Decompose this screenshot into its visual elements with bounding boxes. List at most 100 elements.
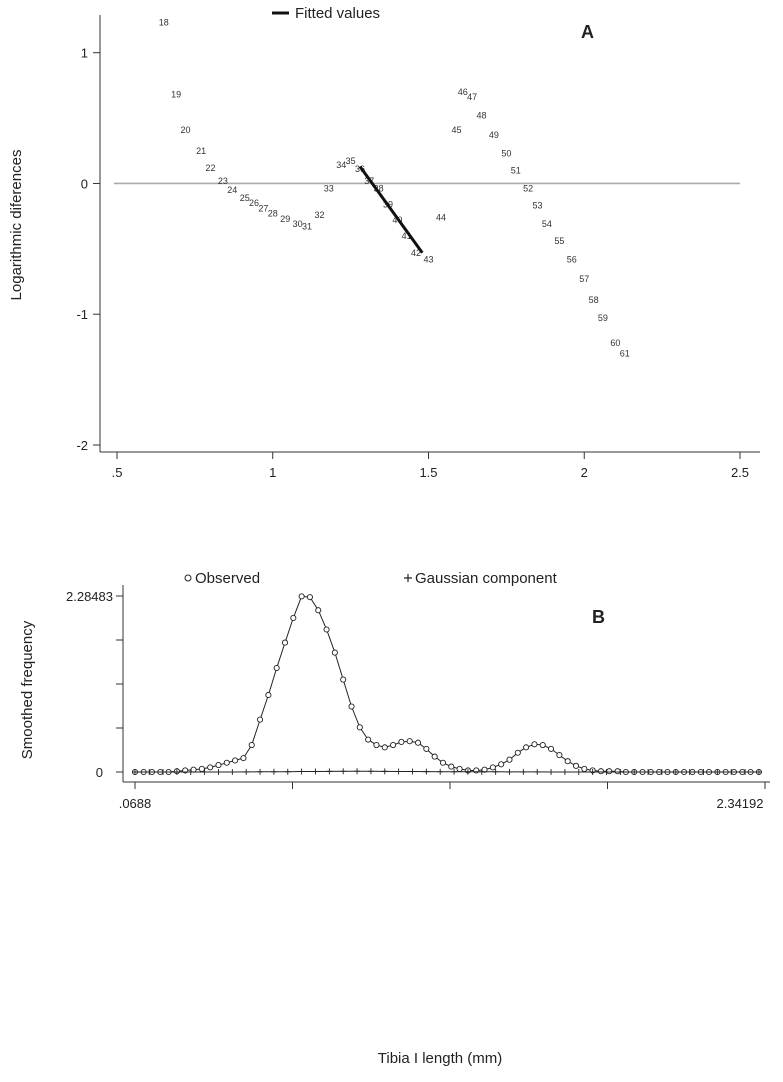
observed-point — [265, 691, 272, 699]
observed-point — [232, 757, 239, 764]
gaussian-point — [160, 769, 167, 775]
data-point-label: 33 — [324, 184, 334, 194]
data-point-label: 24 — [227, 185, 237, 195]
panel-a-y-tick-label: -2 — [76, 438, 88, 453]
observed-point — [448, 763, 455, 770]
gaussian-series-line — [135, 770, 759, 773]
gaussian-point — [381, 768, 388, 775]
panel-b-series — [131, 593, 762, 776]
data-point-label: 61 — [620, 348, 630, 358]
panel-a-y-ticks: -2 -1 0 1 — [76, 46, 100, 453]
data-point-label: 38 — [374, 184, 384, 194]
panel-a-x-tick-label: 2.5 — [731, 465, 749, 480]
gaussian-point — [270, 768, 277, 775]
panel-a-legend: Fitted values — [272, 5, 380, 22]
panel-b-plot: Observed Gaussian component B 0 2.28483 .… — [19, 570, 770, 1067]
observed-point — [198, 765, 205, 772]
observed-point — [606, 768, 613, 775]
observed-point — [373, 741, 380, 749]
panel-b-letter: B — [592, 607, 605, 627]
observed-point — [431, 753, 438, 760]
data-point-label: 34 — [336, 160, 346, 170]
gaussian-point — [686, 769, 693, 775]
observed-point — [556, 752, 563, 759]
observed-point — [331, 649, 338, 656]
panel-a-x-tick-label: 1.5 — [419, 465, 437, 480]
gaussian-point — [672, 769, 679, 775]
observed-point — [365, 736, 372, 743]
observed-point — [581, 765, 588, 772]
gaussian-point — [437, 768, 444, 775]
observed-point — [406, 738, 413, 745]
observed-point — [223, 759, 230, 766]
observed-point — [414, 739, 422, 746]
panel-b-x-tick-label: 2.34192 — [717, 796, 764, 811]
panel-b-x-tick-label: .0688 — [119, 796, 152, 811]
gaussian-point — [603, 769, 610, 775]
panel-a-x-tick-label: .5 — [112, 465, 123, 480]
gaussian-point — [755, 769, 762, 775]
data-point-label: 36 — [355, 164, 365, 174]
data-point-label: 49 — [489, 130, 499, 140]
panel-a-letter: A — [581, 22, 594, 42]
observed-point — [614, 768, 621, 775]
panel-a-plot: Fitted values A -2 -1 0 1 .5 1 1.5 2 2.5 Logari… — [8, 5, 760, 480]
panel-a-points: 1819202122232425262728293031323334353637… — [159, 18, 630, 359]
gaussian-point — [187, 769, 194, 775]
fitted-legend-label: Fitted values — [295, 5, 380, 22]
observed-point — [548, 745, 555, 752]
observed-series-line — [135, 595, 759, 773]
data-point-label: 31 — [302, 222, 312, 232]
panel-b-y-axis-title: Smoothed frequency — [19, 620, 36, 759]
gaussian-point — [520, 768, 527, 775]
observed-point — [456, 765, 463, 772]
gaussian-point — [423, 768, 430, 775]
gaussian-point — [589, 769, 596, 775]
gaussian-point — [700, 769, 707, 775]
data-point-label: 41 — [402, 231, 412, 241]
gaussian-point — [478, 768, 485, 775]
data-point-label: 42 — [411, 248, 421, 258]
gaussian-point — [534, 768, 541, 775]
data-point-label: 59 — [598, 313, 608, 323]
data-point-label: 53 — [533, 201, 543, 211]
gaussian-point — [340, 768, 347, 775]
gaussian-point — [658, 769, 665, 775]
gaussian-point — [492, 768, 499, 775]
data-point-label: 46 — [458, 87, 468, 97]
data-point-label: 48 — [476, 110, 486, 120]
data-point-label: 35 — [346, 156, 356, 166]
gaussian-point — [506, 768, 513, 775]
data-point-label: 19 — [171, 90, 181, 100]
observed-point — [356, 724, 363, 731]
gaussian-point — [354, 768, 361, 775]
data-point-label: 54 — [542, 219, 552, 229]
data-point-label: 43 — [423, 254, 433, 264]
observed-point — [390, 741, 397, 749]
panel-b-y-ticks: 0 2.28483 — [66, 589, 123, 780]
observed-point — [498, 761, 505, 768]
observed-legend-label: Observed — [195, 570, 260, 587]
observed-point — [489, 764, 496, 771]
gaussian-point — [409, 768, 416, 775]
observed-point — [315, 607, 322, 614]
observed-point — [215, 762, 222, 769]
panel-a-x-tick-label: 1 — [269, 465, 276, 480]
data-point-label: 47 — [467, 92, 477, 102]
data-point-label: 60 — [610, 338, 620, 348]
data-point-label: 25 — [240, 193, 250, 203]
gaussian-point — [395, 768, 402, 775]
observed-point — [240, 755, 247, 762]
data-point-label: 56 — [567, 254, 577, 264]
gaussian-legend-marker — [404, 574, 412, 582]
panel-b-legend: Observed Gaussian component — [184, 570, 558, 587]
observed-point — [381, 744, 388, 751]
observed-point — [348, 703, 355, 710]
observed-point — [523, 744, 530, 751]
gaussian-point — [201, 769, 208, 775]
observed-point — [207, 764, 214, 771]
observed-point — [539, 741, 546, 749]
observed-point — [257, 716, 264, 723]
observed-point — [306, 594, 313, 601]
